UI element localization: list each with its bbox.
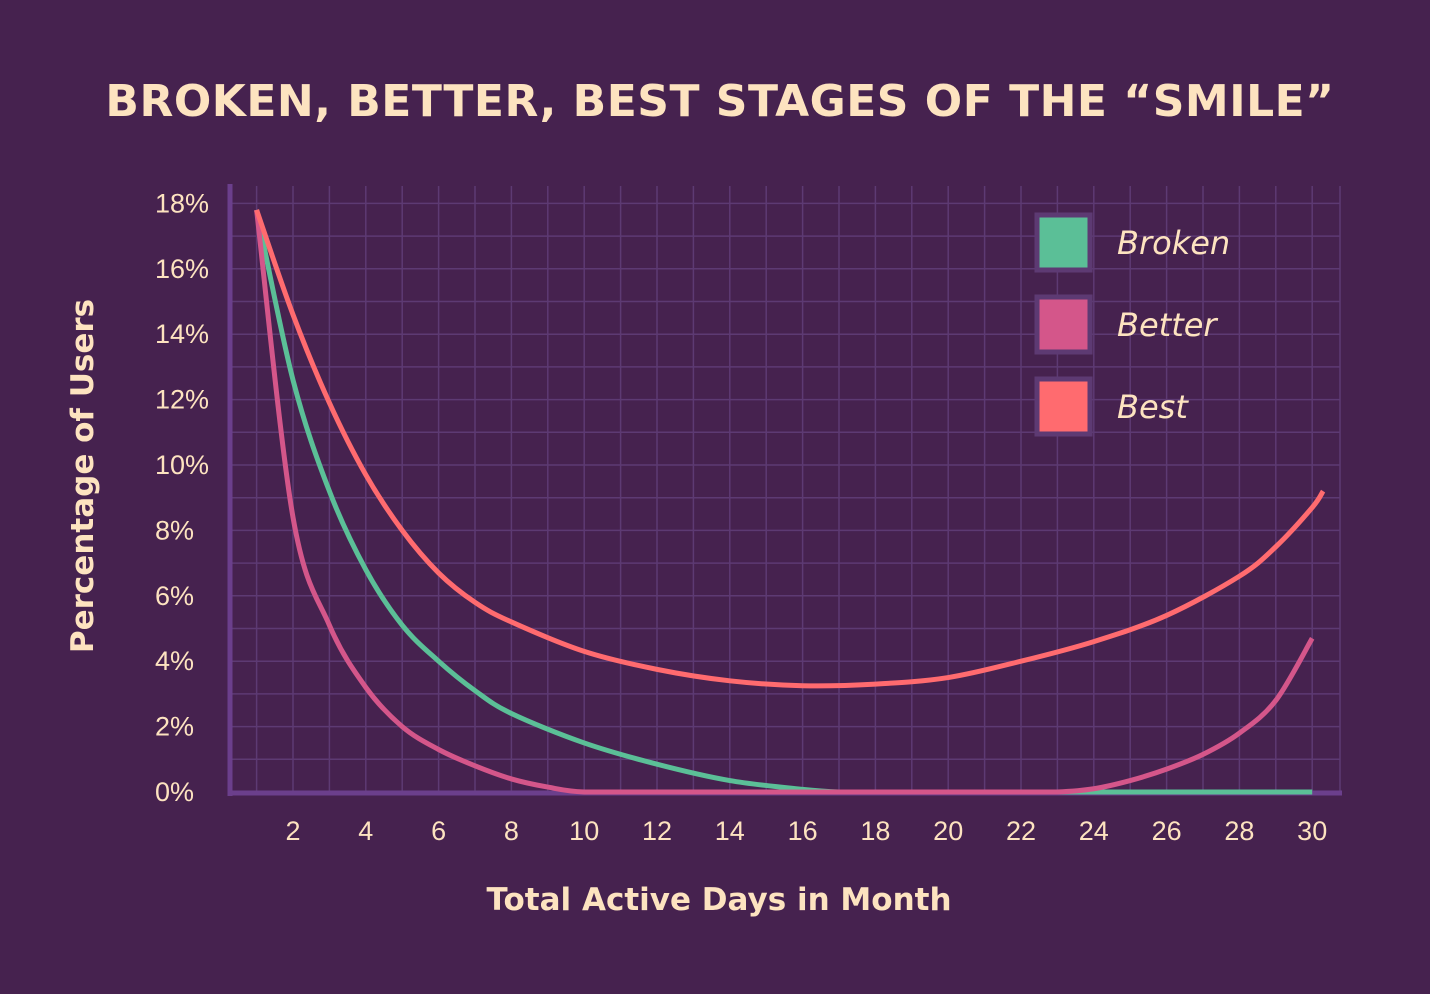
legend-label: Better — [1117, 306, 1218, 344]
x-tick-label: 14 — [715, 816, 745, 846]
x-tick-label: 30 — [1297, 816, 1327, 846]
x-tick-label: 8 — [504, 816, 519, 846]
legend-swatch — [1034, 212, 1093, 273]
y-tick-label: 0% — [155, 777, 194, 807]
series-lines — [254, 209, 1326, 795]
legend-label: Best — [1117, 388, 1189, 426]
series-line-better — [254, 209, 1315, 795]
x-tick-label: 20 — [933, 816, 963, 846]
x-tick-label: 10 — [569, 816, 599, 846]
y-tick-label: 4% — [155, 646, 194, 676]
chart-title: BROKEN, BETTER, BEST STAGES OF THE “SMIL… — [105, 76, 1334, 127]
y-tick-label: 6% — [155, 581, 194, 611]
legend-item-better: Better — [1034, 294, 1218, 355]
x-tick-label: 12 — [642, 816, 672, 846]
legend-swatch — [1034, 294, 1093, 355]
y-axis-label: Percentage of Users — [65, 299, 101, 653]
legend-label: Broken — [1117, 224, 1230, 262]
legend: Broken Better Best — [1034, 212, 1230, 437]
x-tick-label: 26 — [1152, 816, 1182, 846]
y-tick-label: 14% — [155, 319, 209, 349]
legend-item-best: Best — [1034, 376, 1189, 437]
y-tick-label: 12% — [155, 385, 209, 415]
legend-item-broken: Broken — [1034, 212, 1230, 273]
series-line-best — [254, 209, 1326, 689]
y-tick-label: 10% — [155, 450, 209, 480]
y-tick-label: 8% — [155, 515, 194, 545]
x-tick-label: 18 — [860, 816, 890, 846]
x-tick-labels: 2 4 6 8 10 12 14 16 18 20 22 24 26 28 30 — [285, 816, 1327, 846]
y-tick-label: 18% — [155, 188, 209, 218]
x-tick-label: 24 — [1079, 816, 1109, 846]
x-tick-label: 16 — [788, 816, 818, 846]
x-tick-label: 22 — [1006, 816, 1036, 846]
y-tick-labels: 0% 2% 4% 6% 8% 10% 12% 14% 16% 18% — [155, 188, 209, 807]
x-tick-label: 28 — [1224, 816, 1254, 846]
y-tick-label: 16% — [155, 254, 209, 284]
x-tick-label: 4 — [358, 816, 373, 846]
grid — [230, 186, 1341, 792]
x-tick-label: 2 — [285, 816, 300, 846]
x-tick-label: 6 — [431, 816, 446, 846]
y-tick-label: 2% — [155, 712, 194, 742]
x-axis-label: Total Active Days in Month — [486, 882, 951, 918]
legend-swatch — [1034, 376, 1093, 437]
